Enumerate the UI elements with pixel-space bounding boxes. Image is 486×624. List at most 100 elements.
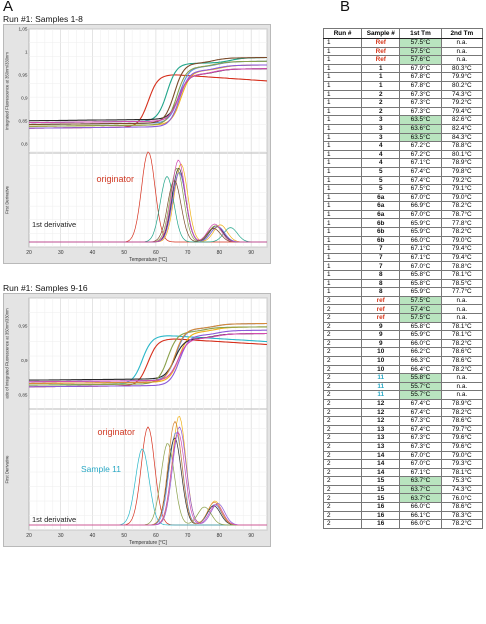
table-cell: 14 bbox=[361, 467, 401, 478]
table-row: 1 1 67.9°C 80.3°C bbox=[322, 63, 484, 74]
table-cell: 79.6°C bbox=[440, 441, 484, 452]
table-cell: 6b bbox=[361, 218, 401, 229]
table-cell: n.a. bbox=[440, 55, 484, 65]
table-cell: 9 bbox=[361, 330, 401, 340]
table-cell: 65.9°C bbox=[399, 287, 442, 297]
table-cell: 79.0°C bbox=[440, 192, 484, 203]
table-row: 1 5 67.5°C 79.1°C bbox=[322, 184, 484, 194]
table-cell: 4 bbox=[361, 149, 401, 160]
table-row: 2 13 67.3°C 79.6°C bbox=[322, 433, 484, 443]
table-cell: 8 bbox=[361, 270, 401, 280]
table-cell: ref bbox=[361, 304, 401, 314]
y-axis-label-bottom: First Derivative bbox=[5, 185, 10, 214]
table-cell: 10 bbox=[361, 355, 401, 366]
table-cell: 67.3°C bbox=[399, 98, 442, 108]
table-row: 2 9 65.8°C 78.1°C bbox=[322, 321, 484, 332]
table-cell: 66.0°C bbox=[399, 502, 442, 512]
table-row: 2 13 67.3°C 79.6°C bbox=[322, 441, 484, 452]
derivative-series-line bbox=[29, 431, 267, 526]
table-cell: ref bbox=[361, 295, 401, 306]
table-cell: 78.1°C bbox=[440, 467, 484, 478]
table-cell: 1 bbox=[361, 63, 401, 74]
table-row: 1 4 67.2°C 78.8°C bbox=[322, 141, 484, 151]
table-cell: 66.3°C bbox=[399, 355, 442, 366]
x-tick-label: 70 bbox=[185, 250, 191, 256]
table-cell: 55.7°C bbox=[399, 381, 442, 392]
annotation: 1st derivative bbox=[32, 220, 76, 229]
table-row: 2 13 67.4°C 79.7°C bbox=[322, 424, 484, 435]
table-row: 1 Ref 57.5°C n.a. bbox=[322, 38, 484, 48]
table-row: 1 6b 65.9°C 77.8°C bbox=[322, 218, 484, 229]
table-row: 1 6a 67.0°C 78.7°C bbox=[322, 209, 484, 220]
chart-1-title: Run #1: Samples 1-8 bbox=[3, 14, 83, 24]
table-cell: 3 bbox=[361, 123, 401, 134]
table-cell: 1 bbox=[322, 158, 363, 168]
table-cell: 6b bbox=[361, 227, 401, 237]
y-tick-label: 0,9 bbox=[21, 358, 28, 363]
table-row: 2 16 66.0°C 78.6°C bbox=[322, 502, 484, 512]
table-row: 2 ref 57.5°C n.a. bbox=[322, 295, 484, 306]
ratio-series-line bbox=[29, 64, 267, 129]
table-cell: Ref bbox=[361, 46, 401, 57]
table-cell: 2 bbox=[322, 493, 363, 504]
table-cell: 3 bbox=[361, 115, 401, 125]
table-cell: 2 bbox=[322, 407, 363, 418]
annotation: 1st derivative bbox=[32, 515, 76, 524]
x-tick-label: 80 bbox=[217, 250, 223, 256]
table-cell: 4 bbox=[361, 158, 401, 168]
table-cell: 11 bbox=[361, 373, 401, 383]
table-cell: 66.2°C bbox=[399, 347, 442, 357]
table-cell: 57.4°C bbox=[399, 304, 442, 314]
table-cell: 9 bbox=[361, 338, 401, 349]
table-cell: 67.1°C bbox=[399, 244, 442, 254]
table-cell: 67.2°C bbox=[399, 141, 442, 151]
derivative-series-line bbox=[29, 159, 267, 243]
table-cell: 1 bbox=[322, 123, 363, 134]
table-cell: 7 bbox=[361, 244, 401, 254]
table-cell: 2 bbox=[322, 381, 363, 392]
table-cell: 2 bbox=[322, 519, 363, 529]
x-tick-label: 40 bbox=[90, 533, 96, 539]
table-cell: 1 bbox=[322, 132, 363, 143]
table-cell: 79.6°C bbox=[440, 433, 484, 443]
ratio-series-line bbox=[29, 332, 267, 383]
table-cell: 67.0°C bbox=[399, 459, 442, 469]
table-row: 2 16 66.1°C 78.3°C bbox=[322, 510, 484, 521]
table-cell: 57.6°C bbox=[399, 55, 442, 65]
x-axis-label: Temperature [°C] bbox=[129, 257, 167, 263]
table-row: 1 2 67.3°C 74.3°C bbox=[322, 89, 484, 100]
table-cell: 66.9°C bbox=[399, 201, 442, 211]
x-tick-label: 20 bbox=[26, 250, 32, 256]
table-cell: 10 bbox=[361, 347, 401, 357]
table-cell: 2 bbox=[361, 89, 401, 100]
ratio-series-line bbox=[29, 322, 267, 385]
table-cell: 78.2°C bbox=[440, 338, 484, 349]
table-cell: 2 bbox=[322, 467, 363, 478]
table-cell: 65.9°C bbox=[399, 218, 442, 229]
table-cell: n.a. bbox=[440, 46, 484, 57]
table-row: 2 15 63.7°C 76.0°C bbox=[322, 493, 484, 504]
table-cell: 79.2°C bbox=[440, 98, 484, 108]
y-tick-label: 0,85 bbox=[19, 118, 28, 123]
table-cell: 79.4°C bbox=[440, 106, 484, 117]
table-cell: 2 bbox=[322, 295, 363, 306]
table-cell: 2 bbox=[322, 424, 363, 435]
table-cell: 2 bbox=[361, 98, 401, 108]
table-row: 1 4 67.2°C 80.1°C bbox=[322, 149, 484, 160]
table-cell: 10 bbox=[361, 364, 401, 375]
table-row: 1 1 67.8°C 79.9°C bbox=[322, 72, 484, 82]
table-row: 1 8 65.8°C 78.1°C bbox=[322, 270, 484, 280]
table-cell: 74.3°C bbox=[440, 484, 484, 495]
table-cell: 6a bbox=[361, 209, 401, 220]
table-cell: 67.4°C bbox=[399, 424, 442, 435]
table-cell: 79.7°C bbox=[440, 424, 484, 435]
table-cell: 2 bbox=[322, 373, 363, 383]
table-cell: 12 bbox=[361, 416, 401, 426]
table-cell: 74.3°C bbox=[440, 89, 484, 100]
table-cell: 57.5°C bbox=[399, 46, 442, 57]
table-cell: 5 bbox=[361, 184, 401, 194]
table-cell: 65.8°C bbox=[399, 270, 442, 280]
table-cell: 79.4°C bbox=[440, 252, 484, 263]
table-cell: 7 bbox=[361, 252, 401, 263]
table-cell: 78.1°C bbox=[440, 270, 484, 280]
